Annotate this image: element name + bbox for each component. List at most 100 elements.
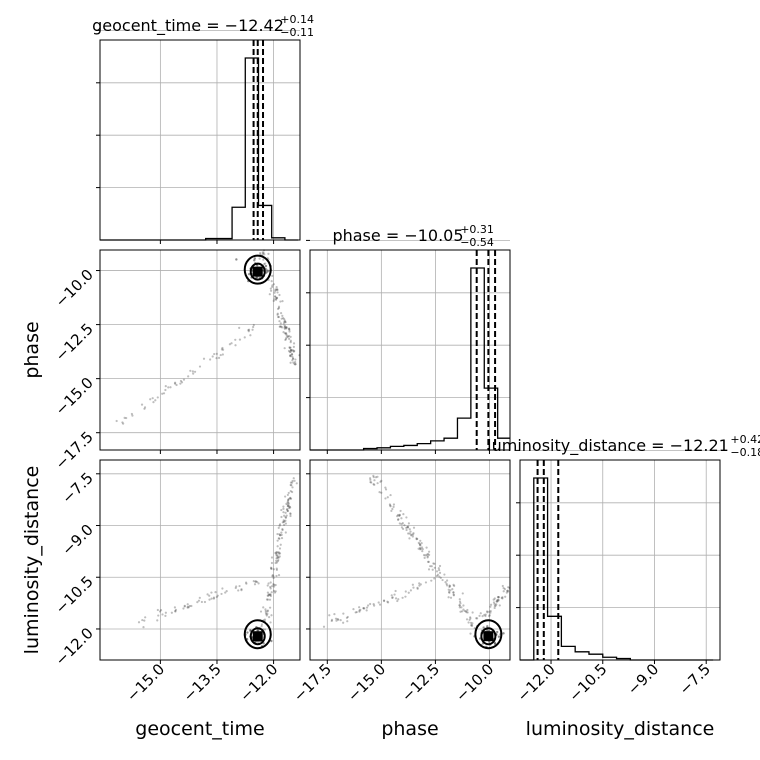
sample-point [461, 592, 464, 595]
sample-point [449, 596, 453, 599]
sample-point [418, 584, 421, 587]
sample-point [266, 591, 270, 594]
sample-point [287, 349, 291, 353]
sample-point [192, 372, 195, 375]
sample-point [425, 553, 428, 556]
sample-point [253, 259, 256, 262]
sample-point [276, 291, 279, 294]
sample-point [275, 288, 278, 291]
sample-point [497, 599, 500, 602]
sample-point [390, 509, 393, 513]
sample-point [275, 285, 278, 289]
sample-point [336, 617, 339, 621]
sample-point [405, 516, 408, 519]
sample-point [498, 604, 501, 607]
sample-point [275, 557, 278, 560]
sample-point [255, 264, 259, 267]
sample-point [479, 612, 482, 615]
sample-point [289, 496, 292, 499]
sample-point [269, 593, 272, 596]
sample-point [288, 350, 292, 354]
sample-point [156, 396, 159, 399]
sample-point [469, 616, 472, 619]
sample-point [263, 253, 266, 256]
sample-point [282, 511, 285, 514]
sample-point [464, 610, 468, 613]
sample-point [419, 544, 422, 547]
sample-point [234, 338, 237, 341]
sample-point [410, 533, 413, 536]
sample-point [365, 606, 369, 609]
sample-point [369, 480, 372, 484]
axes-frame [99, 249, 301, 451]
sample-point [283, 320, 286, 323]
sample-point [287, 501, 290, 504]
sample-point [289, 341, 292, 344]
sample-point [162, 392, 166, 395]
sample-point [291, 490, 294, 494]
sample-point [266, 594, 269, 597]
sample-point [156, 619, 159, 622]
sample-point [470, 624, 474, 627]
sample-point [209, 358, 212, 361]
sample-point [272, 576, 275, 580]
sample-point [420, 542, 423, 545]
sample-point [221, 348, 225, 351]
sample-point [398, 514, 401, 517]
sample-point [397, 518, 400, 521]
sample-point [291, 349, 294, 352]
sample-point [458, 604, 461, 607]
sample-point [282, 317, 285, 320]
sample-point [274, 551, 277, 555]
sample-point [470, 624, 473, 627]
sample-point [465, 611, 468, 614]
sample-point [289, 514, 292, 518]
sample-point [261, 251, 264, 254]
sample-point [419, 548, 422, 551]
sample-point [451, 588, 454, 591]
y-tick-label: −12.5 [52, 320, 97, 365]
sample-point [130, 412, 133, 416]
sample-point [173, 381, 177, 384]
contour-inner [249, 262, 266, 281]
sample-point [173, 382, 177, 385]
sample-point [376, 482, 379, 485]
sample-point [270, 561, 274, 565]
sample-point [280, 531, 283, 534]
x-tick-label: −12.0 [514, 660, 559, 705]
sample-point [424, 581, 428, 584]
title-luminosity_distance: luminosity_distance = −12.21 [487, 436, 729, 456]
sample-point [497, 598, 500, 601]
x-tick-label: −10.5 [565, 660, 610, 705]
x-tick-label: −12.5 [398, 660, 443, 705]
sample-point [493, 597, 496, 600]
sample-point [507, 586, 510, 589]
sample-point [469, 632, 472, 635]
sample-point [183, 604, 186, 607]
sample-point [283, 319, 287, 322]
x-tick-label: −15.0 [344, 660, 389, 705]
sample-point [267, 269, 271, 272]
sample-point [275, 296, 279, 299]
sample-point [235, 258, 238, 261]
sample-point [277, 551, 281, 554]
sample-point [406, 526, 410, 529]
sample-point [288, 346, 291, 349]
sample-point [433, 566, 436, 569]
sample-point [294, 363, 297, 366]
sample-point [180, 381, 184, 384]
sample-point [273, 291, 276, 294]
sample-point [420, 546, 424, 549]
sample-point [289, 512, 292, 515]
sample-point [278, 320, 281, 323]
sample-point [372, 476, 375, 479]
sample-point [469, 621, 473, 624]
sample-point [427, 568, 431, 571]
sample-point [292, 350, 295, 353]
sample-point [247, 328, 250, 332]
sample-point [438, 575, 441, 578]
sample-point [291, 481, 294, 484]
y-tick-label: −17.5 [52, 428, 97, 473]
sample-point [278, 552, 282, 555]
sample-point [179, 382, 182, 385]
